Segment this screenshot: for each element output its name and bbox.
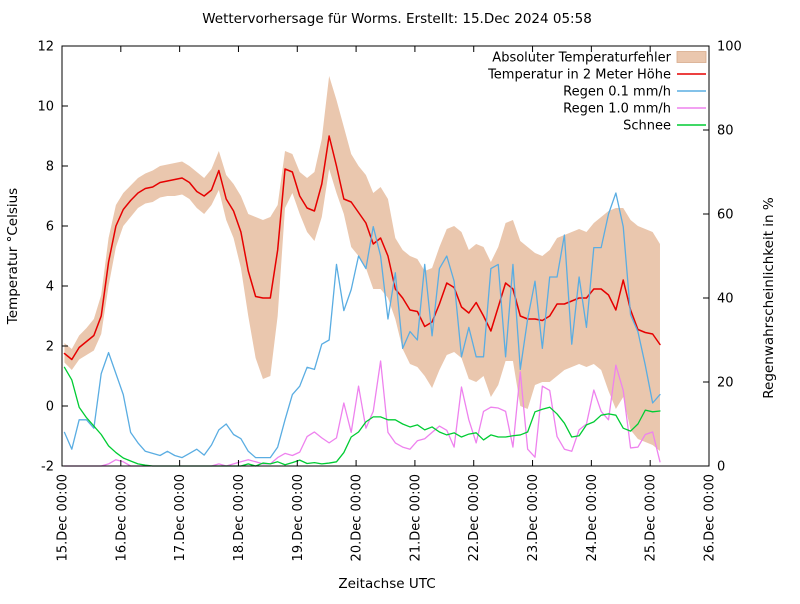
y-right-tick-label: 100 xyxy=(717,40,742,55)
y-left-tick-label: 0 xyxy=(46,400,54,415)
legend-label: Absoluter Temperaturfehler xyxy=(492,51,671,66)
legend-band-swatch xyxy=(676,51,707,63)
x-tick-label: 19.Dec 00:00 xyxy=(291,474,306,561)
x-tick-label: 18.Dec 00:00 xyxy=(232,474,247,561)
y-right-tick-label: 20 xyxy=(717,376,734,391)
x-tick-label: 15.Dec 00:00 xyxy=(56,474,71,561)
y-right-tick-label: 80 xyxy=(717,124,734,139)
x-axis-label: Zeitachse UTC xyxy=(338,576,435,592)
y-left-tick-label: 2 xyxy=(46,340,54,355)
y-left-tick-label: 10 xyxy=(37,100,54,115)
y-right-axis-label: Regenwahrscheinlichkeit in % xyxy=(761,197,777,399)
y-left-tick-label: -2 xyxy=(41,460,54,475)
x-tick-label: 23.Dec 00:00 xyxy=(526,474,541,561)
y-left-tick-label: 6 xyxy=(46,220,54,235)
legend-item: Regen 0.1 mm/h xyxy=(563,85,706,100)
temperature-2m-line xyxy=(63,135,661,361)
legend-item: Schnee xyxy=(623,119,706,134)
plot-area: 15.Dec 00:00 16.Dec 00:00 17.Dec 00:00 18.D… xyxy=(37,40,741,562)
x-tick-label: 25.Dec 00:00 xyxy=(644,474,659,561)
chart-title: Wettervorhersage für Worms. Erstellt: 15… xyxy=(202,11,592,27)
y-left-axis-label: Temperatur °Celsius xyxy=(5,188,21,325)
y-left-tick-label: 12 xyxy=(37,40,54,55)
legend-label: Schnee xyxy=(623,119,671,134)
y-right-tick-label: 0 xyxy=(717,460,725,475)
legend: Absoluter Temperaturfehler Temperatur in … xyxy=(487,51,707,134)
legend-item: Absoluter Temperaturfehler xyxy=(492,51,707,66)
x-tick-label: 21.Dec 00:00 xyxy=(408,474,423,561)
temperature-error-band xyxy=(64,76,660,451)
legend-label: Regen 1.0 mm/h xyxy=(563,102,671,117)
legend-label: Regen 0.1 mm/h xyxy=(563,85,671,100)
rain-10-line xyxy=(63,360,661,467)
x-tick-label: 24.Dec 00:00 xyxy=(585,474,600,561)
x-tick-label: 17.Dec 00:00 xyxy=(173,474,188,561)
y-left-tick-label: 4 xyxy=(46,280,54,295)
x-tick-label: 16.Dec 00:00 xyxy=(114,474,129,561)
x-tick-label: 20.Dec 00:00 xyxy=(350,474,365,561)
y-left-tick-label: 8 xyxy=(46,160,54,175)
x-tick-label: 26.Dec 00:00 xyxy=(703,474,718,561)
legend-item: Temperatur in 2 Meter Höhe xyxy=(487,68,706,83)
plot-frame xyxy=(61,45,710,467)
y-right-tick-label: 40 xyxy=(717,292,734,307)
legend-item: Regen 1.0 mm/h xyxy=(563,102,706,117)
legend-label: Temperatur in 2 Meter Höhe xyxy=(487,68,671,83)
x-tick-label: 22.Dec 00:00 xyxy=(467,474,482,561)
y-right-tick-label: 60 xyxy=(717,208,734,223)
rain-01-line xyxy=(63,192,661,459)
